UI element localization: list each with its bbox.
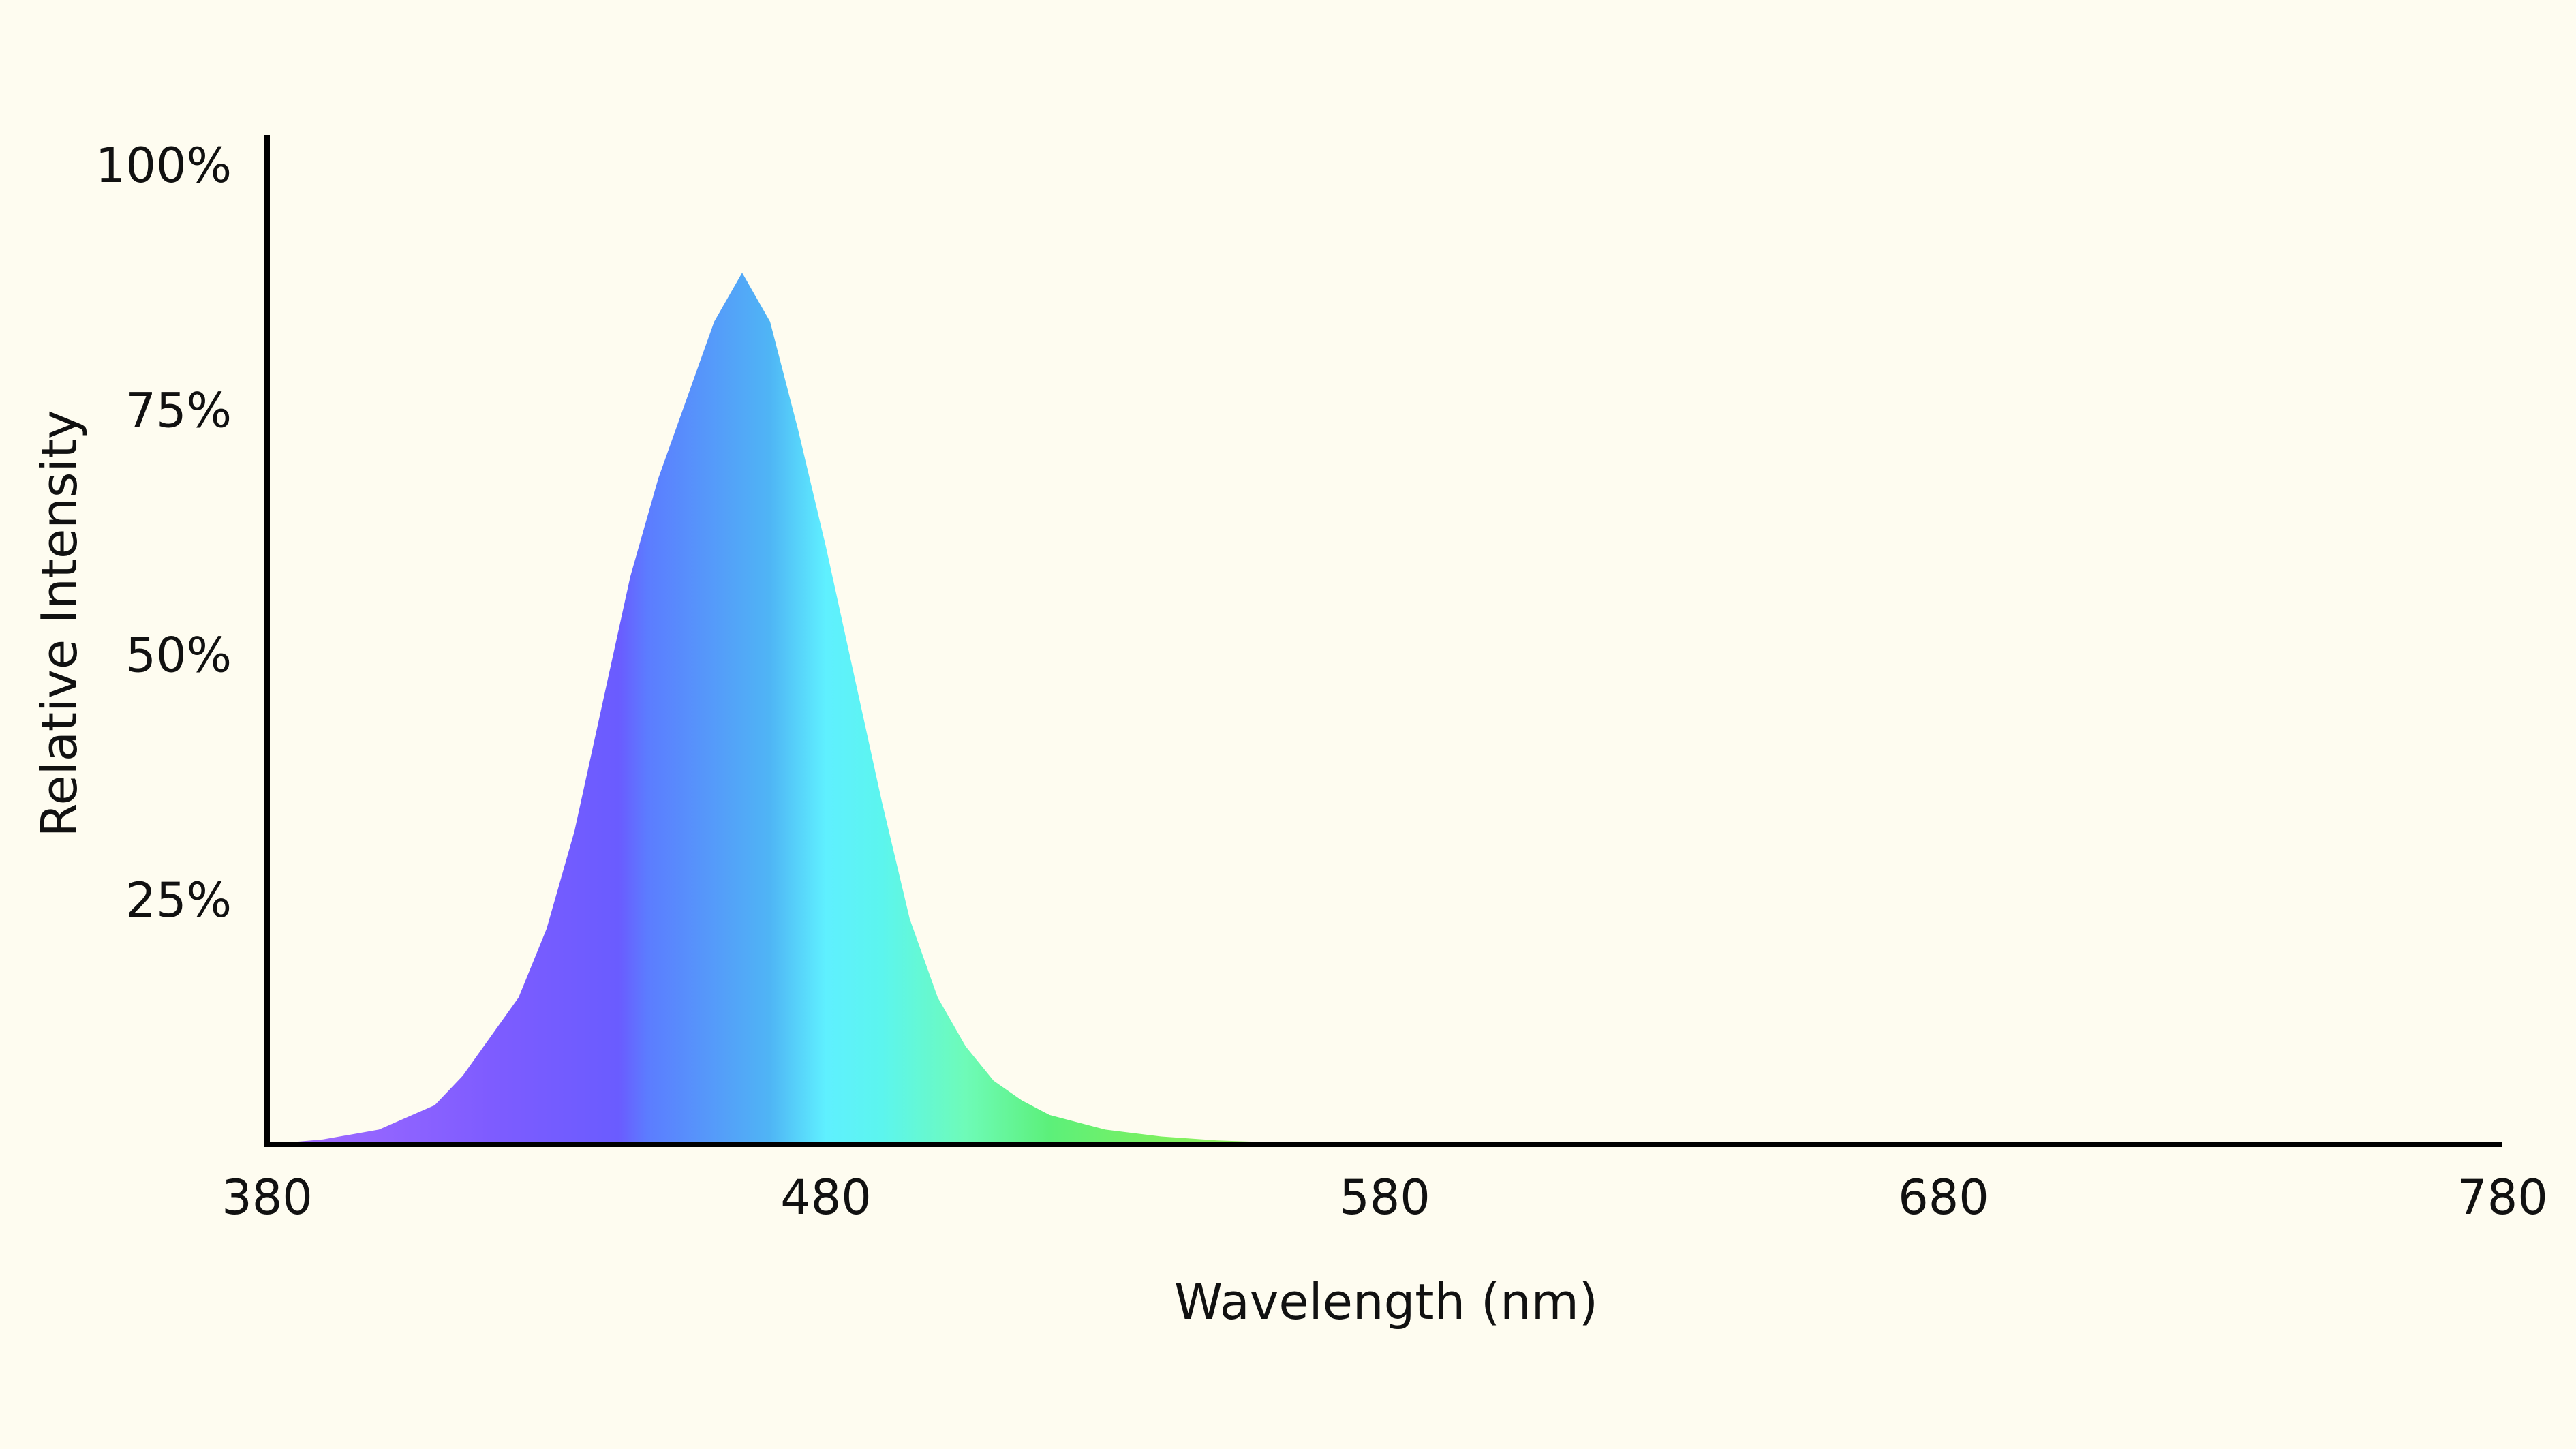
x-tick-label: 380 [221, 1170, 313, 1225]
x-tick-label: 480 [780, 1170, 872, 1225]
spectrum-area [267, 273, 1385, 1145]
x-tick-label: 780 [2457, 1170, 2548, 1225]
y-tick-label: 75% [125, 382, 232, 438]
y-tick-label: 50% [125, 628, 232, 684]
y-tick-labels: 25% 50% 75% 100% [95, 138, 232, 928]
axes [264, 135, 2502, 1147]
x-axis-title: Wavelength (nm) [1174, 1273, 1598, 1330]
y-tick-label: 25% [125, 872, 232, 928]
x-tick-labels: 380 480 580 680 780 [221, 1170, 2548, 1225]
x-tick-label: 680 [1898, 1170, 1989, 1225]
plot-area [267, 273, 1385, 1145]
x-tick-label: 580 [1339, 1170, 1430, 1225]
y-axis-title: Relative Intensity [31, 410, 88, 838]
y-tick-label: 100% [95, 138, 232, 194]
